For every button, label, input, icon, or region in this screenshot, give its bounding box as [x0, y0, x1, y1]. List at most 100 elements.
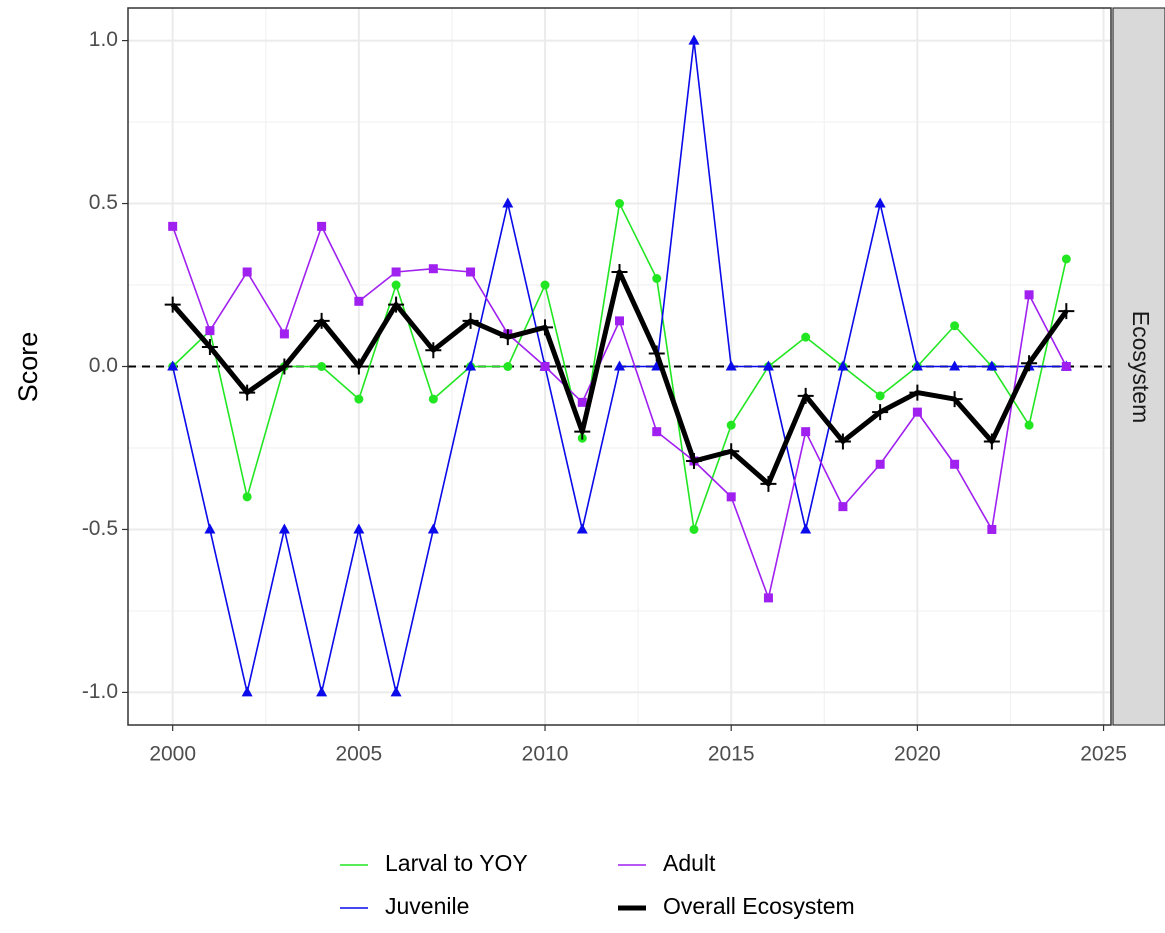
- data-point: [801, 427, 811, 437]
- data-point: [205, 326, 215, 336]
- x-tick-label: 2005: [335, 743, 382, 766]
- data-point: [652, 274, 662, 284]
- data-point: [909, 384, 926, 401]
- data-point: [1061, 362, 1071, 371]
- data-point: [388, 296, 405, 313]
- data-point: [615, 316, 624, 326]
- data-point: [763, 593, 773, 603]
- data-point: [874, 197, 886, 208]
- data-point: [950, 321, 960, 331]
- data-point: [950, 459, 960, 469]
- data-point: [1024, 290, 1034, 300]
- data-point: [317, 362, 327, 371]
- data-point: [503, 362, 513, 371]
- y-tick-label: -1.0: [82, 680, 118, 703]
- data-point: [425, 342, 442, 359]
- data-point: [465, 360, 477, 371]
- data-point: [689, 524, 699, 534]
- data-point: [615, 199, 624, 209]
- x-tick-label: 2000: [149, 743, 196, 766]
- data-point: [576, 523, 588, 534]
- data-point: [723, 443, 740, 460]
- data-point: [875, 391, 885, 401]
- data-point: [540, 362, 550, 371]
- data-point: [502, 197, 514, 208]
- data-point: [1024, 420, 1034, 430]
- data-point: [354, 296, 364, 306]
- data-point: [239, 384, 256, 401]
- data-point: [201, 338, 218, 355]
- data-point: [834, 433, 851, 450]
- data-point: [911, 360, 923, 371]
- legend-label: Juvenile: [385, 893, 469, 919]
- y-tick-label: 1.0: [89, 28, 118, 51]
- data-point: [540, 280, 550, 290]
- x-tick-label: 2015: [708, 743, 755, 766]
- data-point: [313, 312, 330, 329]
- data-point: [241, 686, 253, 697]
- data-point: [391, 280, 401, 290]
- data-point: [354, 394, 364, 404]
- data-point: [1061, 254, 1071, 264]
- data-point: [499, 329, 516, 346]
- data-point: [837, 360, 849, 371]
- data-point: [577, 397, 587, 407]
- data-point: [685, 453, 702, 470]
- facet-strip: [1112, 7, 1165, 726]
- data-point: [428, 394, 438, 404]
- data-point: [168, 221, 178, 231]
- plot-border: [127, 7, 1112, 726]
- data-point: [574, 423, 591, 440]
- y-tick-label: 0.5: [89, 191, 118, 214]
- y-tick-label: -0.5: [82, 517, 118, 540]
- data-point: [801, 332, 811, 342]
- data-point: [614, 360, 625, 371]
- data-point: [427, 523, 439, 534]
- facet-label: Ecosystem: [1128, 311, 1154, 423]
- data-point: [797, 387, 814, 404]
- data-point: [912, 407, 922, 417]
- legend-label: Adult: [663, 850, 716, 876]
- data-point: [838, 502, 848, 512]
- data-point: [204, 523, 216, 534]
- data-point: [983, 433, 1000, 450]
- data-point: [242, 492, 252, 502]
- data-point: [648, 345, 665, 362]
- data-point: [428, 264, 438, 274]
- data-point: [725, 360, 737, 371]
- data-point: [611, 263, 628, 280]
- data-point: [391, 267, 401, 277]
- x-tick-label: 2020: [894, 743, 941, 766]
- data-point: [353, 523, 365, 534]
- data-point: [875, 459, 885, 469]
- data-point: [1021, 355, 1038, 372]
- legend-label: Larval to YOY: [385, 850, 528, 876]
- data-point: [688, 34, 700, 45]
- data-point: [164, 296, 181, 313]
- y-axis-title: Score: [13, 332, 43, 403]
- data-point: [800, 523, 812, 534]
- data-point: [986, 360, 998, 371]
- data-point: [466, 267, 476, 277]
- data-point: [726, 420, 736, 430]
- data-point: [872, 404, 889, 421]
- x-tick-label: 2025: [1080, 743, 1127, 766]
- data-point: [987, 524, 997, 534]
- data-point: [167, 360, 179, 371]
- data-point: [760, 475, 777, 492]
- y-tick-label: 0.0: [89, 354, 118, 377]
- data-point: [726, 492, 736, 502]
- data-point: [652, 427, 662, 437]
- data-point: [278, 523, 290, 534]
- data-point: [949, 360, 961, 371]
- data-point: [762, 360, 774, 371]
- data-point: [1058, 303, 1075, 320]
- data-point: [537, 319, 554, 336]
- data-point: [462, 312, 479, 329]
- data-point: [276, 358, 293, 375]
- data-point: [390, 686, 402, 697]
- data-point: [350, 358, 367, 375]
